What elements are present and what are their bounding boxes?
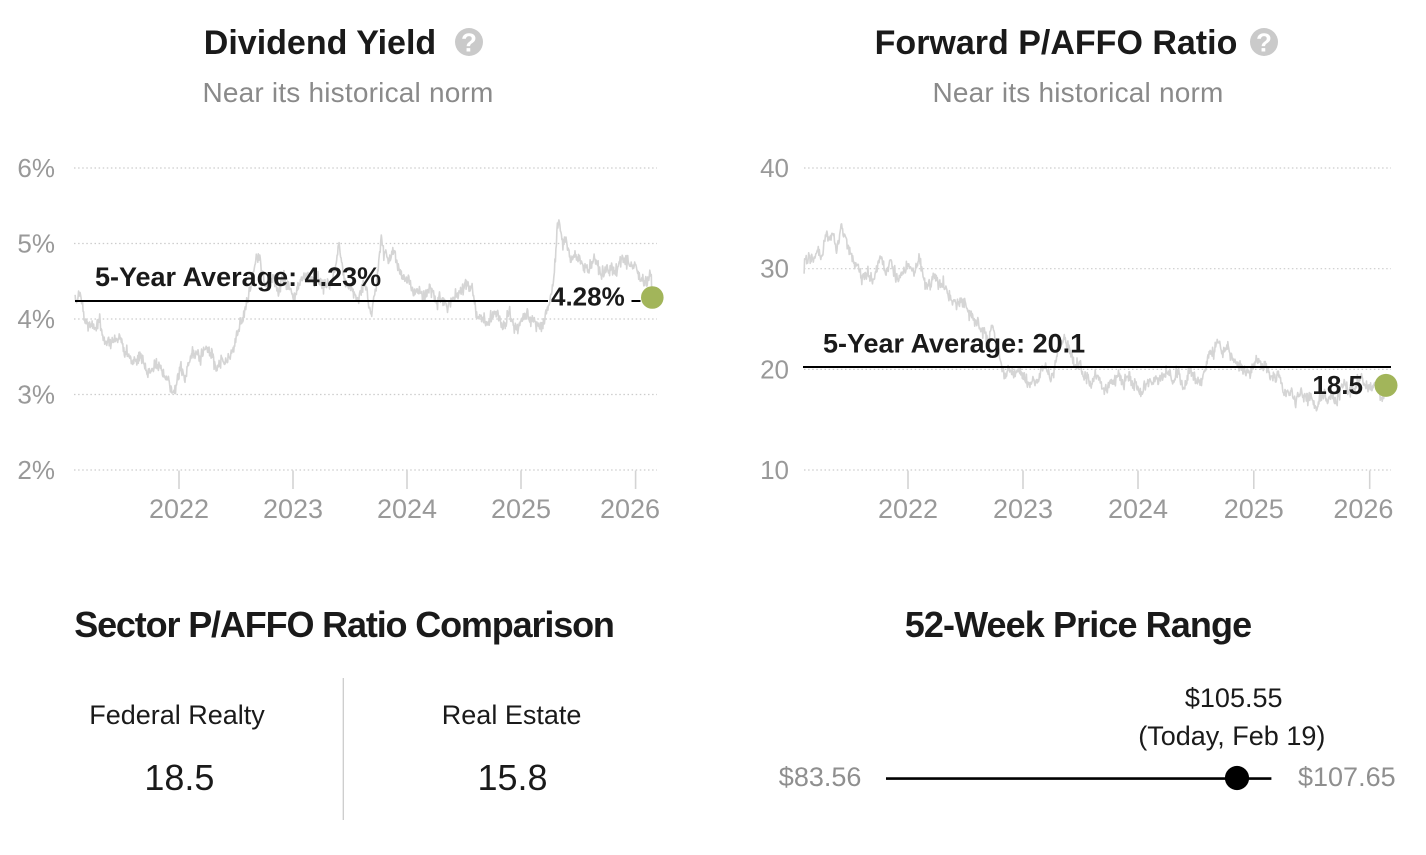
svg-text:(Today, Feb 19): (Today, Feb 19) bbox=[1138, 721, 1325, 751]
svg-text:Dividend Yield: Dividend Yield bbox=[204, 24, 436, 62]
svg-text:3%: 3% bbox=[17, 380, 55, 410]
svg-text:52-Week Price Range: 52-Week Price Range bbox=[905, 604, 1251, 645]
svg-text:4.28%: 4.28% bbox=[551, 282, 625, 312]
svg-text:4%: 4% bbox=[17, 304, 55, 334]
svg-text:?: ? bbox=[1256, 28, 1272, 58]
svg-text:10: 10 bbox=[760, 455, 789, 485]
svg-text:18.5: 18.5 bbox=[144, 757, 214, 798]
svg-text:20: 20 bbox=[760, 354, 789, 384]
svg-text:40: 40 bbox=[760, 153, 789, 183]
svg-text:2025: 2025 bbox=[491, 494, 551, 524]
svg-text:2024: 2024 bbox=[1108, 494, 1168, 524]
svg-text:Forward P/AFFO Ratio: Forward P/AFFO Ratio bbox=[875, 24, 1238, 62]
svg-text:$105.55: $105.55 bbox=[1185, 683, 1283, 713]
svg-text:Near its historical norm: Near its historical norm bbox=[202, 77, 493, 108]
svg-text:Real Estate: Real Estate bbox=[442, 700, 582, 730]
svg-text:$107.65: $107.65 bbox=[1298, 762, 1396, 792]
svg-text:Near its historical norm: Near its historical norm bbox=[932, 77, 1223, 108]
svg-text:5%: 5% bbox=[17, 229, 55, 259]
svg-text:5-Year Average: 4.23%: 5-Year Average: 4.23% bbox=[95, 262, 381, 292]
svg-text:2025: 2025 bbox=[1224, 494, 1284, 524]
svg-text:2022: 2022 bbox=[149, 494, 209, 524]
svg-text:18.5: 18.5 bbox=[1312, 370, 1363, 400]
svg-text:2023: 2023 bbox=[993, 494, 1053, 524]
svg-text:Sector P/AFFO Ratio Comparison: Sector P/AFFO Ratio Comparison bbox=[74, 604, 614, 645]
svg-text:Federal Realty: Federal Realty bbox=[89, 700, 265, 730]
svg-text:5-Year Average: 20.1: 5-Year Average: 20.1 bbox=[823, 329, 1085, 359]
svg-text:2026: 2026 bbox=[1333, 494, 1393, 524]
svg-text:2022: 2022 bbox=[878, 494, 938, 524]
svg-text:2023: 2023 bbox=[263, 494, 323, 524]
svg-text:6%: 6% bbox=[17, 153, 55, 183]
svg-text:30: 30 bbox=[760, 254, 789, 284]
svg-text:15.8: 15.8 bbox=[477, 757, 547, 798]
svg-text:2%: 2% bbox=[17, 455, 55, 485]
svg-text:?: ? bbox=[461, 28, 477, 58]
svg-text:2026: 2026 bbox=[600, 494, 660, 524]
svg-text:$83.56: $83.56 bbox=[779, 762, 862, 792]
svg-text:2024: 2024 bbox=[377, 494, 437, 524]
